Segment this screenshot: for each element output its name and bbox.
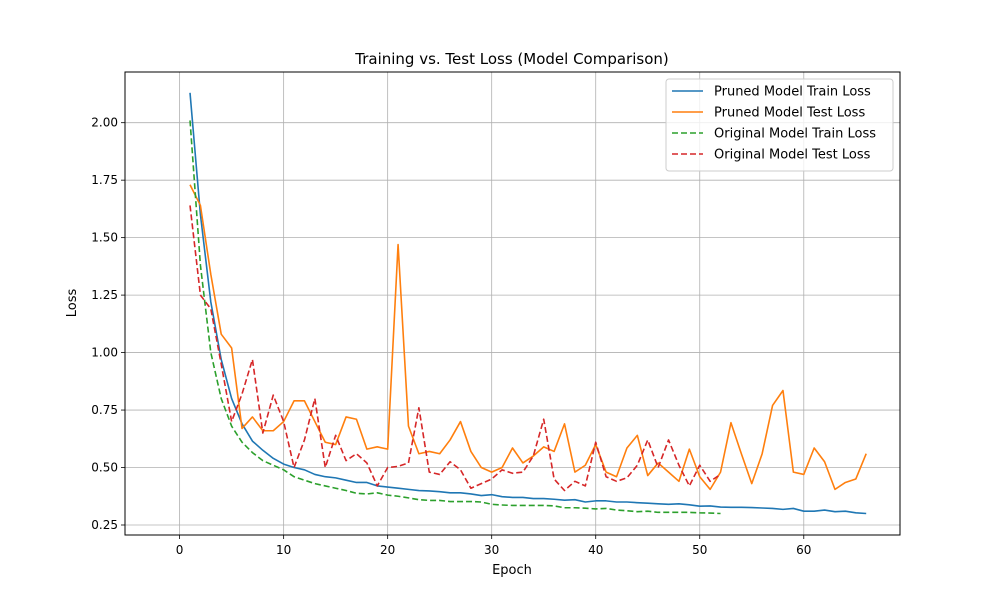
plot-frame bbox=[124, 71, 901, 536]
y-tick-label: 2.00 bbox=[91, 116, 118, 130]
legend-label-3: Original Model Train Loss bbox=[714, 127, 876, 142]
y-tick-label: 1.25 bbox=[91, 288, 118, 302]
x-axis-ticks: 0 10 20 30 40 50 60 bbox=[176, 535, 811, 557]
series-line-4 bbox=[189, 205, 721, 492]
x-tick-label: 30 bbox=[484, 543, 499, 557]
y-tick-label: 0.50 bbox=[91, 461, 118, 475]
y-axis-label: Loss bbox=[65, 289, 80, 318]
series-line-1 bbox=[189, 92, 867, 515]
x-tick-label: 0 bbox=[176, 543, 184, 557]
y-tick-label: 1.75 bbox=[91, 173, 118, 187]
x-tick-label: 20 bbox=[380, 543, 395, 557]
y-tick-label: 0.25 bbox=[91, 518, 118, 532]
x-tick-label: 40 bbox=[588, 543, 603, 557]
series-line-3 bbox=[189, 120, 721, 515]
x-tick-label: 10 bbox=[276, 543, 291, 557]
y-axis-ticks: 0.25 0.50 0.75 1.00 1.25 1.50 1.75 2.00 bbox=[91, 116, 125, 532]
chart-title: Training vs. Test Loss (Model Comparison… bbox=[354, 50, 668, 68]
y-tick-label: 1.50 bbox=[91, 231, 118, 245]
x-axis-label: Epoch bbox=[492, 563, 532, 578]
legend-label-2: Pruned Model Test Loss bbox=[714, 106, 865, 121]
x-tick-label: 50 bbox=[692, 543, 707, 557]
legend: Pruned Model Train Loss Pruned Model Test… bbox=[665, 78, 894, 172]
series-line-2 bbox=[189, 184, 867, 491]
y-tick-label: 0.75 bbox=[91, 403, 118, 417]
series-lines bbox=[189, 92, 867, 515]
legend-label-4: Original Model Test Loss bbox=[714, 148, 871, 163]
legend-label-1: Pruned Model Train Loss bbox=[714, 85, 871, 100]
legend-box bbox=[665, 78, 894, 172]
y-tick-label: 1.00 bbox=[91, 346, 118, 360]
x-tick-label: 60 bbox=[796, 543, 811, 557]
